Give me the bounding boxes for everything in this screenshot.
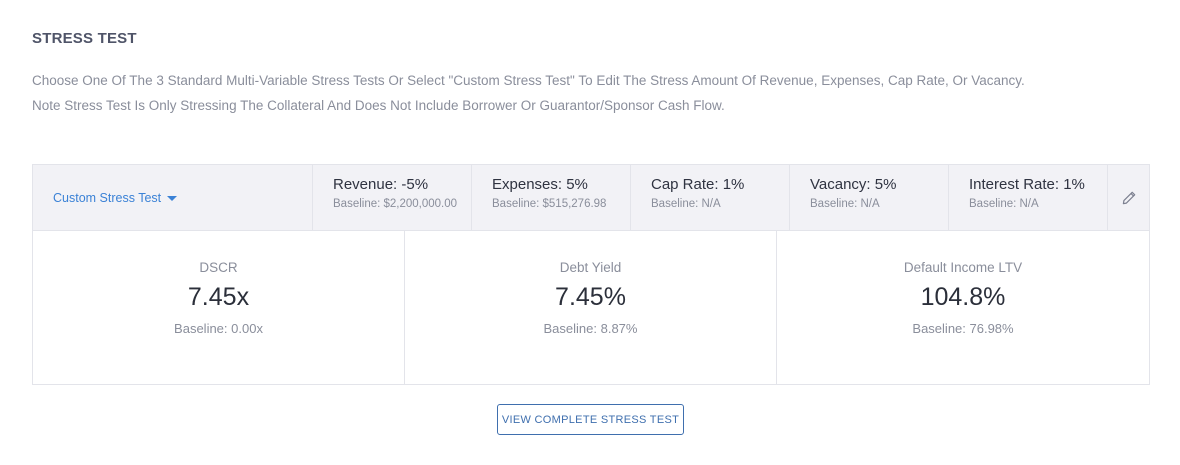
stress-parameters-row: Custom Stress Test Revenue: -5% Baseline… <box>33 165 1149 231</box>
param-baseline: Baseline: $2,200,000.00 <box>333 198 458 210</box>
param-cap-rate[interactable]: Cap Rate: 1% Baseline: N/A <box>631 165 790 230</box>
stress-test-panel: Custom Stress Test Revenue: -5% Baseline… <box>32 164 1150 385</box>
edit-stress-button[interactable] <box>1108 165 1149 230</box>
description-line-1: Choose One Of The 3 Standard Multi-Varia… <box>32 73 1025 88</box>
param-baseline: Baseline: $515,276.98 <box>492 198 607 210</box>
param-interest-rate[interactable]: Interest Rate: 1% Baseline: N/A <box>949 165 1108 230</box>
param-label: Cap Rate: 1% <box>651 176 745 193</box>
metric-debt-yield: Debt Yield 7.45% Baseline: 8.87% <box>405 231 777 385</box>
page-title: STRESS TEST <box>32 30 137 47</box>
metric-baseline: Baseline: 8.87% <box>543 321 638 336</box>
param-baseline: Baseline: N/A <box>651 198 721 210</box>
param-baseline: Baseline: N/A <box>810 198 880 210</box>
param-label: Revenue: -5% <box>333 176 429 193</box>
stress-test-selector-label: Custom Stress Test <box>53 190 162 205</box>
metric-value: 7.45% <box>555 283 626 311</box>
metric-baseline: Baseline: 76.98% <box>912 321 1014 336</box>
metric-name: DSCR <box>199 260 238 275</box>
description-line-2: Note Stress Test Is Only Stressing The C… <box>32 98 725 113</box>
metric-baseline: Baseline: 0.00x <box>174 321 263 336</box>
stress-test-selector[interactable]: Custom Stress Test <box>33 165 313 230</box>
metric-name: Default Income LTV <box>903 260 1023 275</box>
stress-results-row: DSCR 7.45x Baseline: 0.00x Debt Yield 7.… <box>33 231 1149 385</box>
metric-value: 7.45x <box>187 283 250 311</box>
metric-dscr: DSCR 7.45x Baseline: 0.00x <box>33 231 405 385</box>
param-revenue[interactable]: Revenue: -5% Baseline: $2,200,000.00 <box>313 165 472 230</box>
view-complete-stress-test-button[interactable]: VIEW COMPLETE STRESS TEST <box>497 404 684 435</box>
page-description: Choose One Of The 3 Standard Multi-Varia… <box>32 68 1025 118</box>
param-expenses[interactable]: Expenses: 5% Baseline: $515,276.98 <box>472 165 631 230</box>
caret-down-icon <box>167 195 178 201</box>
param-label: Interest Rate: 1% <box>969 176 1085 193</box>
metric-value: 104.8% <box>920 283 1006 311</box>
metric-default-income-ltv: Default Income LTV 104.8% Baseline: 76.9… <box>777 231 1149 385</box>
metric-name: Debt Yield <box>559 260 622 275</box>
param-label: Vacancy: 5% <box>810 176 897 193</box>
pencil-icon <box>1122 191 1135 204</box>
param-label: Expenses: 5% <box>492 176 588 193</box>
param-vacancy[interactable]: Vacancy: 5% Baseline: N/A <box>790 165 949 230</box>
param-baseline: Baseline: N/A <box>969 198 1039 210</box>
